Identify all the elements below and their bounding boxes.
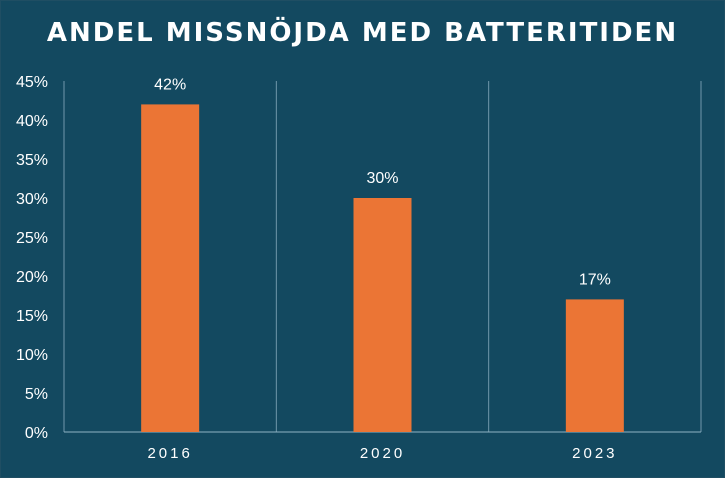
y-tick-label: 30% xyxy=(16,191,48,208)
y-tick-label: 45% xyxy=(16,74,48,91)
x-tick-label-2023: 2023 xyxy=(572,445,617,462)
bar-2020 xyxy=(353,198,412,432)
y-tick-label: 10% xyxy=(16,347,48,364)
x-tick-label-2016: 2016 xyxy=(147,445,192,462)
y-tick-label: 5% xyxy=(25,386,48,403)
data-label-2023: 17% xyxy=(579,271,611,288)
y-tick-label: 40% xyxy=(16,113,48,130)
y-tick-label: 35% xyxy=(16,152,48,169)
chart-title: ANDEL MISSNÖJDA MED BATTERITIDEN xyxy=(46,18,679,48)
y-tick-label: 0% xyxy=(25,425,48,442)
bar-2023 xyxy=(565,299,624,432)
bar-2016 xyxy=(141,104,200,433)
y-tick-label: 25% xyxy=(16,230,48,247)
y-tick-label: 20% xyxy=(16,269,48,286)
x-tick-label-2020: 2020 xyxy=(360,445,405,462)
data-label-2016: 42% xyxy=(154,76,186,93)
y-tick-label: 15% xyxy=(16,308,48,325)
data-label-2020: 30% xyxy=(366,170,398,187)
